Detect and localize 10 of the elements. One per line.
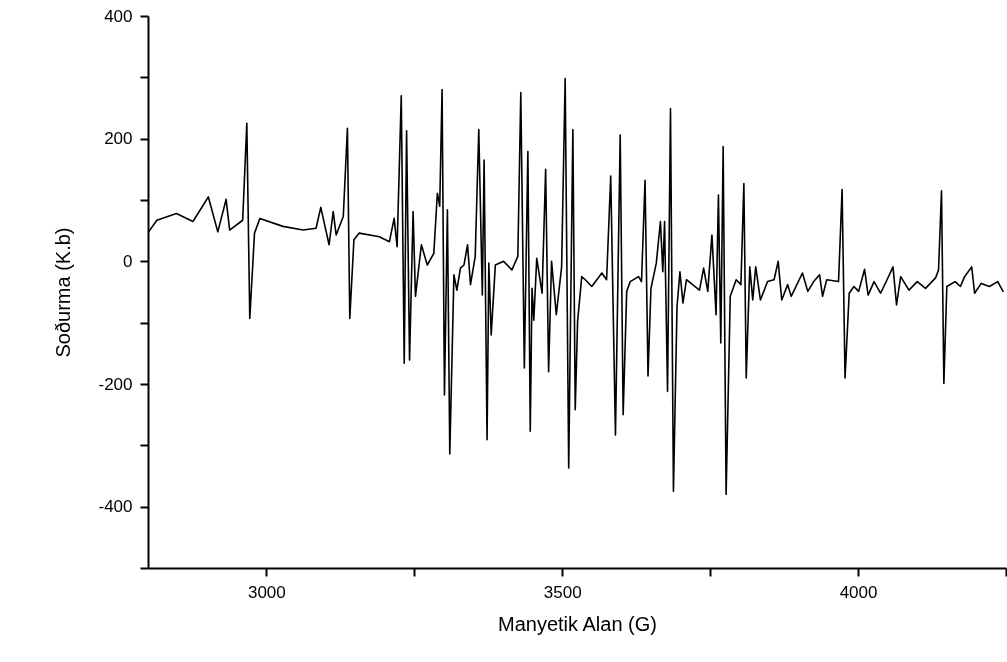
y-tick-label: 0: [123, 251, 133, 271]
y-axis-title: Soðurma (K.b): [52, 227, 75, 358]
y-tick-label: 400: [104, 6, 133, 26]
y-tick-label: -200: [98, 374, 133, 394]
x-tick-label: 4000: [839, 582, 878, 602]
x-axis-title: Manyetik Alan (G): [498, 612, 657, 635]
y-tick-label: 200: [104, 129, 133, 149]
x-tick-label: 3500: [543, 582, 582, 602]
x-tick-label: 3000: [247, 582, 286, 602]
y-tick-label: -400: [98, 497, 133, 517]
